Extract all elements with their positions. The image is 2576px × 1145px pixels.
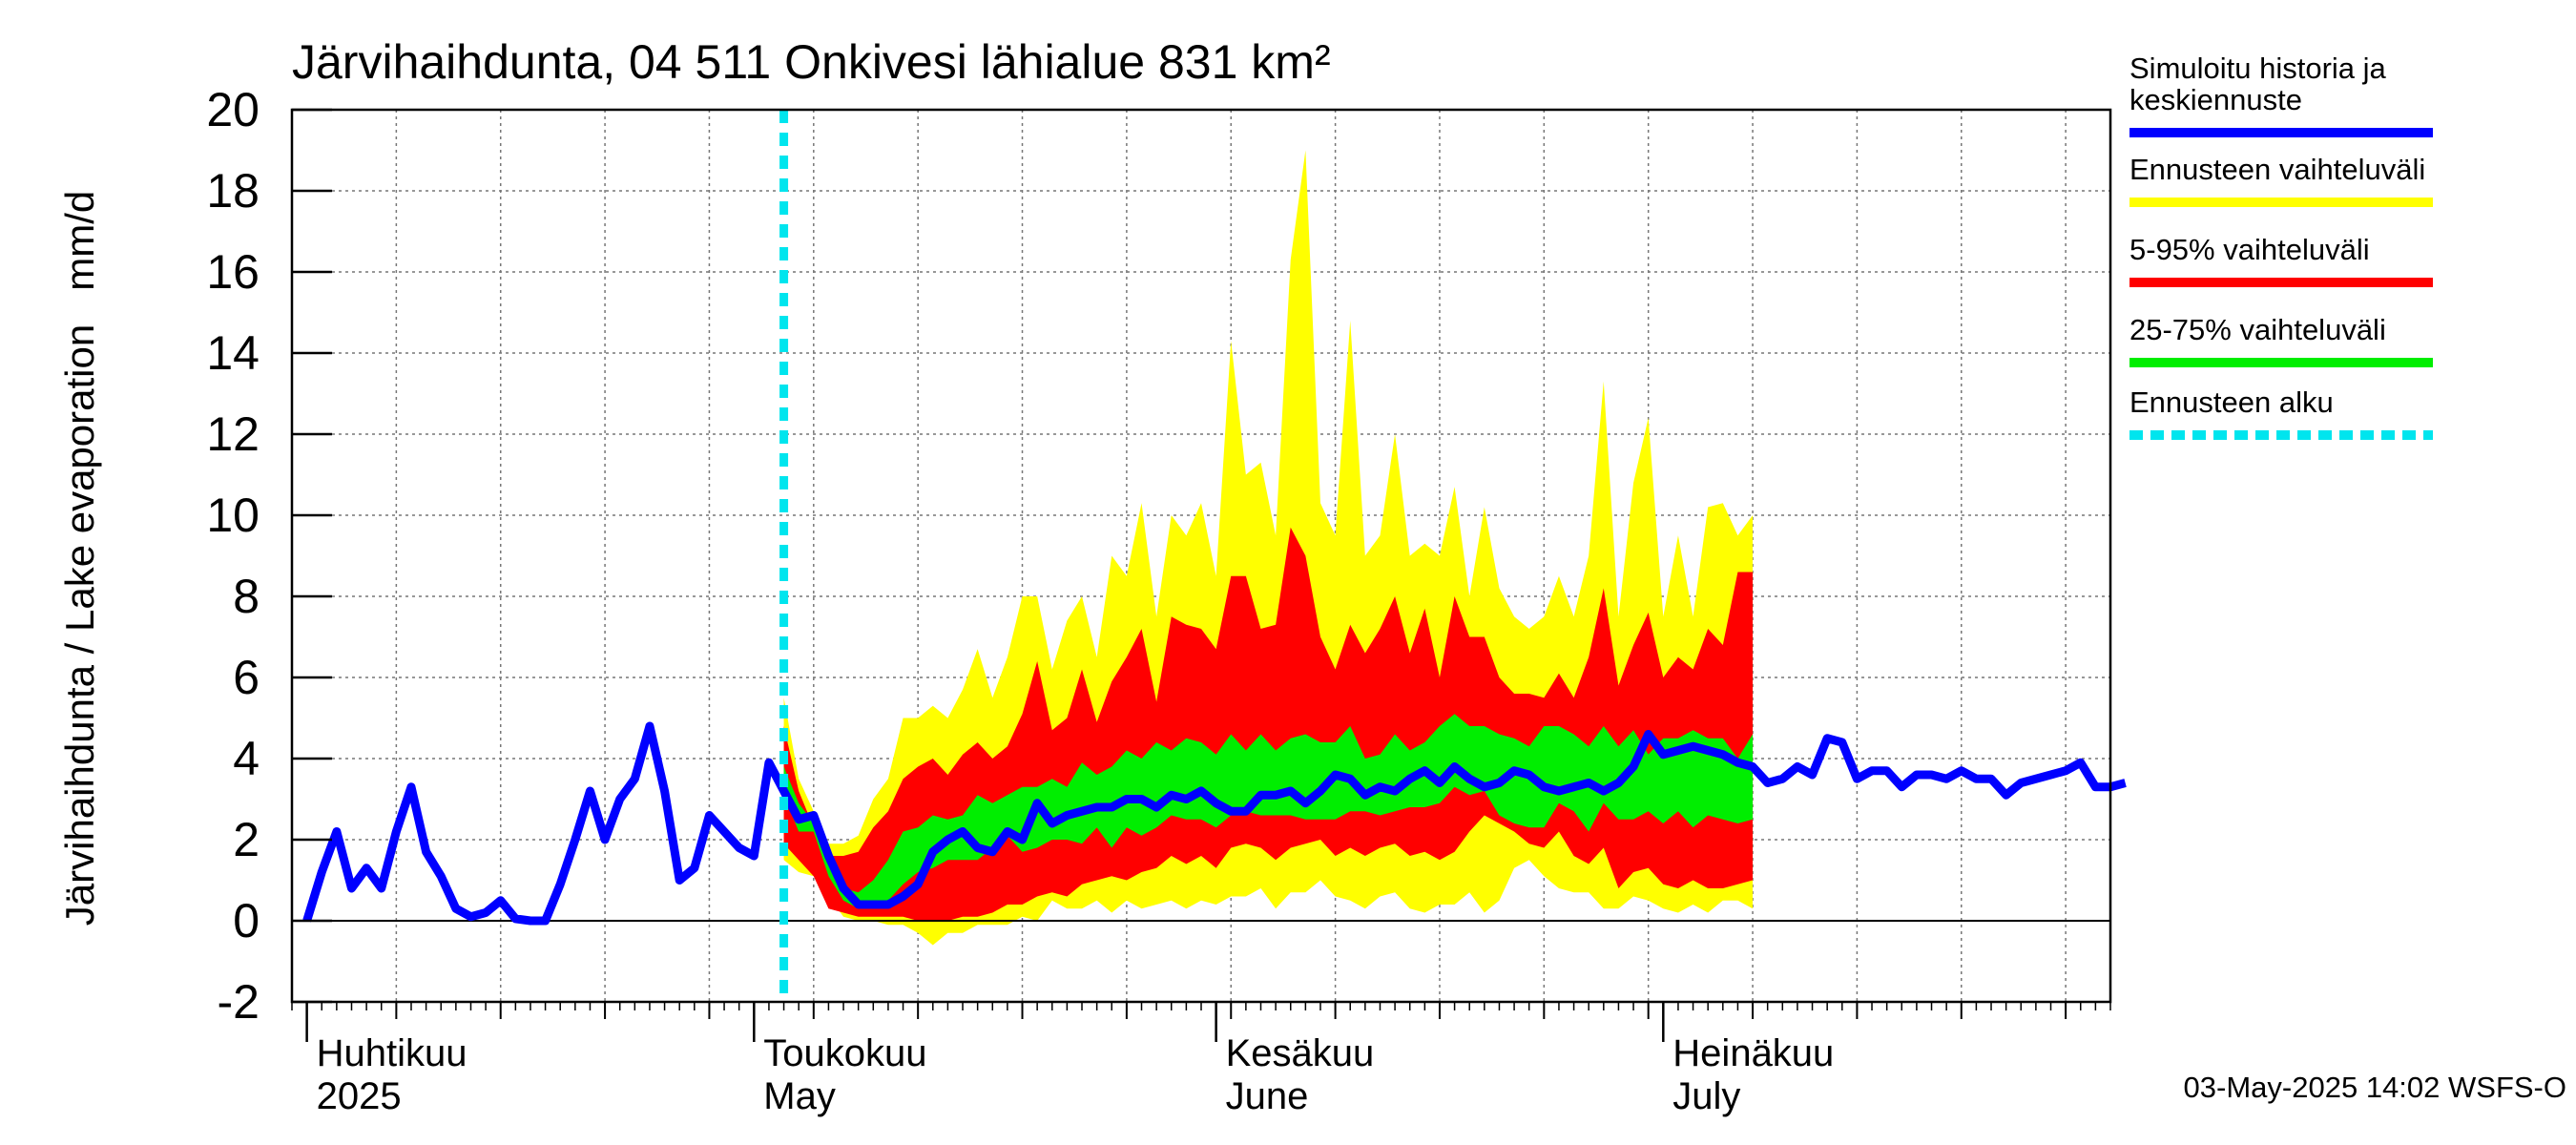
x-month-label-fi: Kesäkuu [1226,1032,1375,1074]
chart-title: Järvihaihdunta, 04 511 Onkivesi lähialue… [292,35,1331,89]
x-month-label-en: July [1672,1075,1740,1117]
legend-label: Simuloitu historia ja [2129,52,2387,85]
legend-label: Ennusteen alku [2129,385,2334,419]
y-tick-label: 0 [233,894,260,947]
y-tick-label: 12 [206,407,260,461]
x-month-label-en: May [763,1075,836,1117]
legend-label: keskiennuste [2129,83,2302,116]
footer-timestamp: 03-May-2025 14:02 WSFS-O [2184,1071,2566,1104]
x-month-label-fi: Huhtikuu [317,1032,467,1074]
y-tick-label: 16 [206,245,260,299]
x-month-label-fi: Toukokuu [763,1032,926,1074]
y-tick-label: -2 [218,975,260,1029]
median-lines [292,110,2127,1002]
y-tick-label: 10 [206,489,260,542]
y-tick-label: 6 [233,651,260,704]
y-tick-label: 4 [233,732,260,785]
y-tick-label: 20 [206,83,260,136]
median-line [302,721,2127,926]
forecast-bands [783,150,1754,946]
y-axis-label: Järvihaihdunta / Lake evaporation mm/d [57,191,102,926]
y-tick-label: 8 [233,570,260,623]
legend-label: 25-75% vaihteluväli [2129,313,2386,346]
x-month-label-fi: Heinäkuu [1672,1032,1834,1074]
y-tick-label: 18 [206,164,260,218]
x-month-label-en: 2025 [317,1075,402,1117]
y-tick-label: 14 [206,326,260,380]
band-2 [783,714,1754,909]
legend-label: 5-95% vaihteluväli [2129,233,2370,266]
y-tick-label: 2 [233,813,260,866]
legend-label: Ennusteen vaihteluväli [2129,153,2425,186]
x-month-label-en: June [1226,1075,1309,1117]
